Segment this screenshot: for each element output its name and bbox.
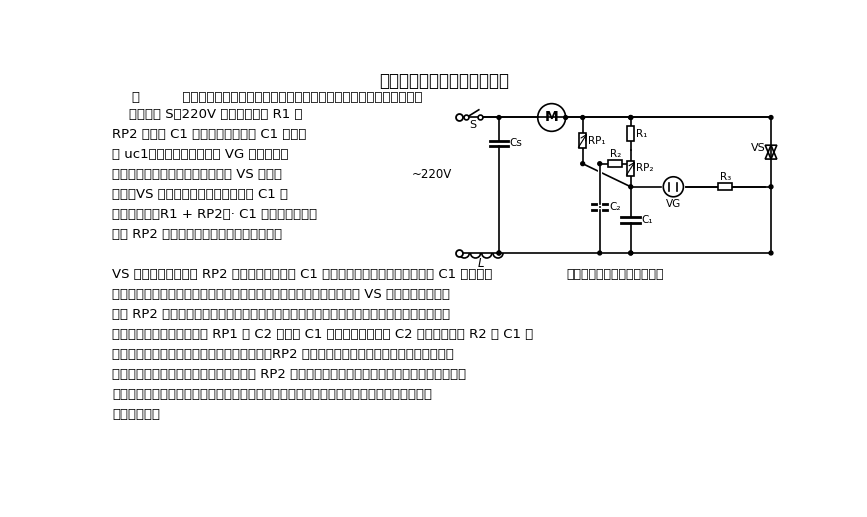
Bar [627,161,635,176]
Text: RP₁: RP₁ [588,135,605,146]
Bar [627,126,635,141]
Circle shape [597,162,602,165]
Circle shape [629,251,633,255]
Text: 压 uc1的峰值达到发光氖管 VG 的阻断电压: 压 uc1的峰值达到发光氖管 VG 的阻断电压 [112,148,289,161]
Text: 控制等场合。: 控制等场合。 [112,408,160,421]
Circle shape [769,116,773,119]
Text: 合上开关 S，220V 交流市电通过 R1 和: 合上开关 S，220V 交流市电通过 R1 和 [112,108,303,121]
Text: 最高速度（或灯光最高亮度）的，而调节 RP2 可调节电动机的最低转速（或灯光最低亮度）。实: 最高速度（或灯光最高亮度）的，而调节 RP2 可调节电动机的最低转速（或灯光最低… [112,368,466,381]
Text: 际运行证明此种方法简单易行，运行可靠。该电路还可以用于温度控制及舞台灯光照明亮度: 际运行证明此种方法简单易行，运行可靠。该电路还可以用于温度控制及舞台灯光照明亮度 [112,388,433,401]
Circle shape [581,116,584,119]
Text: 单相交流电动机简易调速电路: 单相交流电动机简易调速电路 [566,268,663,281]
Text: C₁: C₁ [642,215,653,225]
Circle shape [629,116,633,119]
Circle shape [497,251,501,255]
Bar [609,160,623,167]
Text: 单相交流电动机简易调速电路: 单相交流电动机简易调速电路 [380,72,509,90]
Text: RP₂: RP₂ [636,163,653,173]
Text: 上升缓慢，在整个电源正或负半周期间无法达到使氖管发亮的状态，即 VS 不能导通，即通过: 上升缓慢，在整个电源正或负半周期间无法达到使氖管发亮的状态，即 VS 不能导通，… [112,287,450,301]
Bar [718,184,733,190]
Text: 电），使其达到氖管的阻断电压。由此可知，RP2 是用来控制负载的平均电流即控制电动机的: 电），使其达到氖管的阻断电压。由此可知，RP2 是用来控制负载的平均电流即控制电… [112,348,454,361]
Circle shape [629,116,633,119]
Text: 图          所示为利用双向晶闸管进行相位控制的小容量单相电动机调速电路。: 图 所示为利用双向晶闸管进行相位控制的小容量单相电动机调速电路。 [132,90,422,103]
Text: VS 进行触发控制。当 RP2 太大时，将使电容 C1 两端电压达不到要求，此时电容 C1 两端电压: VS 进行触发控制。当 RP2 太大时，将使电容 C1 两端电压达不到要求，此时… [112,268,492,281]
Circle shape [629,251,633,255]
Circle shape [497,251,501,255]
Text: ~220V: ~220V [412,168,453,181]
Text: 免出现这种现象，采用调节 RP1 或 C2 使电容 C1 两端电压上升（即 C2 上的电压可经 R2 向 C1 充: 免出现这种现象，采用调节 RP1 或 C2 使电容 C1 两端电压上升（即 C2… [112,328,533,341]
Text: C₂: C₂ [609,202,621,212]
Text: M: M [544,111,558,125]
Circle shape [497,116,501,119]
Text: R₃: R₃ [720,172,731,182]
Text: 电时间常数（R1 + RP2）· C1 来控制的。通过: 电时间常数（R1 + RP2）· C1 来控制的。通过 [112,208,317,221]
Text: VS: VS [751,143,766,153]
Bar [579,133,586,148]
Circle shape [769,185,773,189]
Text: 改变 RP2 的大小可以控制在某相位范围内对: 改变 RP2 的大小可以控制在某相位范围内对 [112,229,283,241]
Text: VG: VG [666,199,681,209]
Text: 后，发光氖管明亮，从而使品闸管 VS 被触发: 后，发光氖管明亮，从而使品闸管 VS 被触发 [112,169,283,181]
Text: 改变 RP2 大小的方法来控制电动机转速或其它用电设备能量变化时，会有某一极限值。为避: 改变 RP2 大小的方法来控制电动机转速或其它用电设备能量变化时，会有某一极限值… [112,308,450,321]
Circle shape [629,185,633,189]
Circle shape [581,162,584,165]
Circle shape [597,251,602,255]
Text: Cs: Cs [510,138,523,148]
Text: RP2 向电容 C1 充电。当充电电容 C1 两端电: RP2 向电容 C1 充电。当充电电容 C1 两端电 [112,128,307,141]
Circle shape [564,116,568,119]
Text: R₁: R₁ [636,129,647,139]
Circle shape [769,251,773,255]
Text: L: L [478,257,485,270]
Text: R₂: R₂ [610,149,621,159]
Text: 导通。VS 的触发角的大小是通过改变 C1 充: 导通。VS 的触发角的大小是通过改变 C1 充 [112,188,288,201]
Text: S: S [469,120,476,130]
